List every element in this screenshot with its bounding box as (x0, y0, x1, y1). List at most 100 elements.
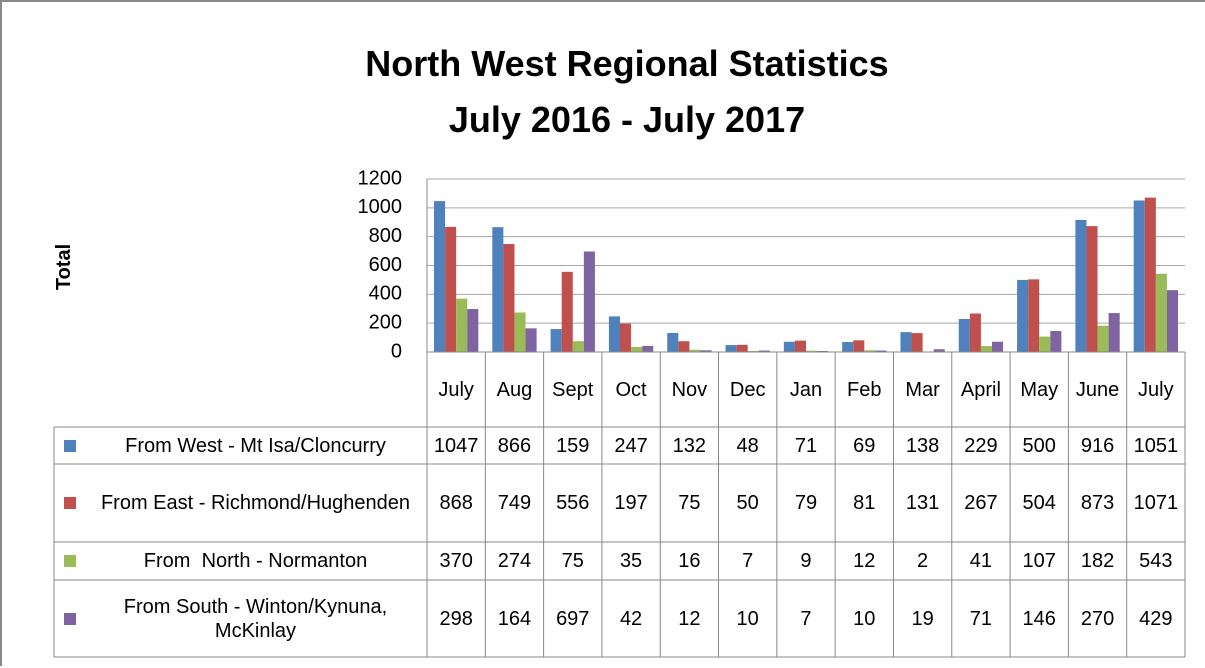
x-tick-label: July (1127, 352, 1185, 427)
table-value: 107 (1010, 542, 1068, 580)
bar (970, 314, 981, 352)
bar (573, 341, 584, 352)
y-tick-label: 0 (391, 340, 402, 362)
legend-entry: From North - Normanton (54, 542, 427, 580)
table-value: 81 (835, 464, 893, 542)
x-tick-label: June (1068, 352, 1126, 427)
bar (842, 342, 853, 352)
bar (853, 340, 864, 352)
x-tick-label: July (427, 352, 485, 427)
bar (959, 319, 970, 352)
x-tick-label: Feb (835, 352, 893, 427)
bar (445, 227, 456, 352)
bar (1028, 279, 1039, 352)
legend-swatch (64, 440, 76, 452)
x-tick-label: April (952, 352, 1010, 427)
table-value: 229 (952, 427, 1010, 464)
table-value: 247 (602, 427, 660, 464)
table-value: 75 (544, 542, 602, 580)
table-value: 35 (602, 542, 660, 580)
table-value: 868 (427, 464, 485, 542)
legend-label: From North - Normanton (84, 549, 427, 573)
bar (678, 341, 689, 352)
y-tick-label: 600 (369, 254, 402, 276)
bar (609, 316, 620, 352)
table-value: 274 (485, 542, 543, 580)
x-tick-label: Dec (719, 352, 777, 427)
table-value: 916 (1068, 427, 1126, 464)
table-value: 146 (1010, 580, 1068, 657)
legend-swatch (64, 497, 76, 509)
table-value: 1047 (427, 427, 485, 464)
bar (667, 333, 678, 352)
table-value: 9 (777, 542, 835, 580)
x-tick-label: Oct (602, 352, 660, 427)
bar (900, 332, 911, 352)
bar (1039, 337, 1050, 352)
chart-title: North West Regional Statistics (365, 43, 888, 84)
table-value: 19 (893, 580, 951, 657)
x-tick-label: May (1010, 352, 1068, 427)
table-value: 429 (1127, 580, 1185, 657)
bar (1050, 331, 1061, 352)
bar (1109, 313, 1120, 352)
bar (514, 312, 525, 352)
table-value: 7 (777, 580, 835, 657)
bar (726, 345, 737, 352)
table-value: 370 (427, 542, 485, 580)
table-value: 159 (544, 427, 602, 464)
table-value: 75 (660, 464, 718, 542)
table-value: 500 (1010, 427, 1068, 464)
bar (737, 345, 748, 352)
table-value: 69 (835, 427, 893, 464)
bar (1075, 220, 1086, 352)
bar (1086, 226, 1097, 352)
bar (1098, 326, 1109, 352)
x-tick-label: Nov (660, 352, 718, 427)
table-value: 16 (660, 542, 718, 580)
table-value: 42 (602, 580, 660, 657)
bar (492, 227, 503, 352)
table-value: 504 (1010, 464, 1068, 542)
legend-swatch (64, 555, 76, 567)
table-value: 866 (485, 427, 543, 464)
x-tick-label: Sept (544, 352, 602, 427)
table-value: 131 (893, 464, 951, 542)
y-tick-label: 1200 (358, 167, 403, 189)
table-value: 1071 (1127, 464, 1185, 542)
legend-swatch (64, 613, 76, 625)
x-tick-label: Jan (777, 352, 835, 427)
legend-entry: From West - Mt Isa/Cloncurry (54, 427, 427, 464)
table-value: 10 (835, 580, 893, 657)
table-value: 873 (1068, 464, 1126, 542)
bar (1134, 200, 1145, 352)
table-value: 12 (835, 542, 893, 580)
legend-entry: From East - Richmond/Hughenden (54, 464, 427, 542)
y-tick-label: 200 (369, 311, 402, 333)
x-tick-label: Mar (893, 352, 951, 427)
bar (467, 309, 478, 352)
x-tick-label: Aug (485, 352, 543, 427)
table-value: 543 (1127, 542, 1185, 580)
table-value: 132 (660, 427, 718, 464)
bar (434, 201, 445, 352)
bar (1145, 198, 1156, 352)
table-value: 41 (952, 542, 1010, 580)
bar (551, 329, 562, 352)
y-tick-label: 800 (369, 225, 402, 247)
table-value: 1051 (1127, 427, 1185, 464)
table-value: 71 (952, 580, 1010, 657)
y-tick-label: 1000 (358, 196, 403, 218)
legend-entry: From South - Winton/Kynuna, McKinlay (54, 580, 427, 657)
bar (620, 324, 631, 352)
legend-label: From East - Richmond/Hughenden (84, 491, 427, 515)
bar (1017, 280, 1028, 352)
table-value: 182 (1068, 542, 1126, 580)
bar (992, 342, 1003, 352)
table-value: 7 (719, 542, 777, 580)
table-value: 12 (660, 580, 718, 657)
table-value: 267 (952, 464, 1010, 542)
bar (562, 272, 573, 352)
table-value: 71 (777, 427, 835, 464)
